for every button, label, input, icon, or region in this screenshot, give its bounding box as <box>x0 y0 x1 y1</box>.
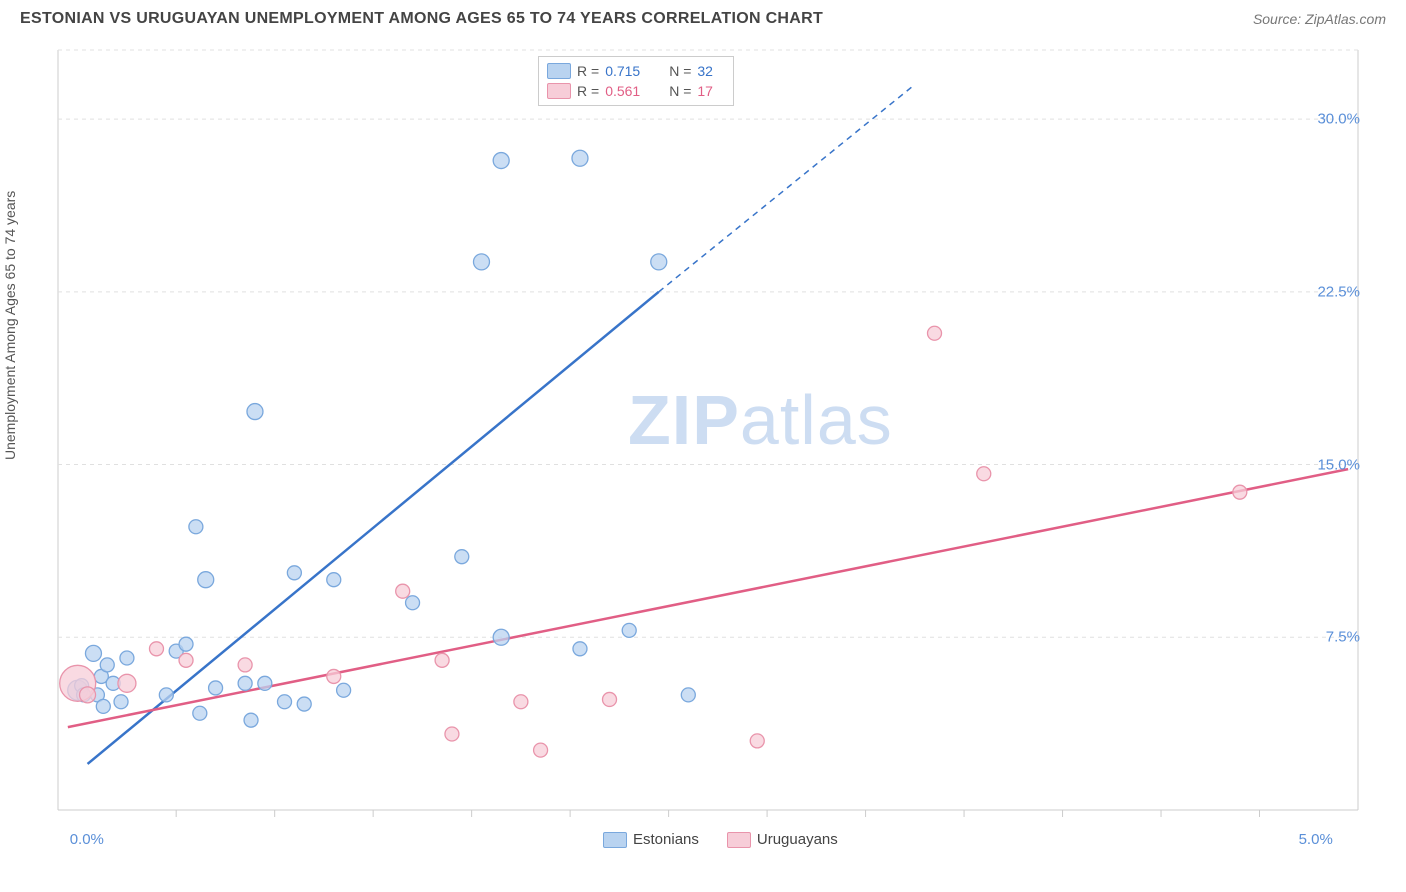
y-tick-label: 15.0% <box>1317 456 1360 473</box>
legend-label: Estonians <box>633 831 699 848</box>
legend-stat-row: R = 0.715N = 32 <box>547 61 725 81</box>
source-attribution: Source: ZipAtlas.com <box>1253 11 1386 27</box>
legend-swatch <box>547 83 571 99</box>
legend-bottom: Estonians Uruguayans <box>603 829 838 850</box>
scatter-plot: ZIPatlas R = 0.715N = 32R = 0.561N = 17 … <box>48 40 1368 820</box>
legend-swatch <box>603 832 627 848</box>
chart-title: ESTONIAN VS URUGUAYAN UNEMPLOYMENT AMONG… <box>20 10 823 28</box>
legend-swatch <box>727 832 751 848</box>
legend-swatch <box>547 63 571 79</box>
y-tick-label: 22.5% <box>1317 283 1360 300</box>
legend-label: Uruguayans <box>757 831 838 848</box>
plot-svg <box>48 40 1368 820</box>
legend-stat-row: R = 0.561N = 17 <box>547 81 725 101</box>
x-tick-label: 0.0% <box>70 831 104 848</box>
legend-item: Estonians <box>603 829 699 850</box>
legend-item: Uruguayans <box>727 829 838 850</box>
legend-stats-box: R = 0.715N = 32R = 0.561N = 17 <box>538 56 734 106</box>
x-tick-label: 5.0% <box>1299 831 1333 848</box>
y-axis-label: Unemployment Among Ages 65 to 74 years <box>2 191 18 460</box>
y-tick-label: 30.0% <box>1317 111 1360 128</box>
y-tick-label: 7.5% <box>1326 629 1360 646</box>
chart-container: Unemployment Among Ages 65 to 74 years Z… <box>0 40 1406 852</box>
